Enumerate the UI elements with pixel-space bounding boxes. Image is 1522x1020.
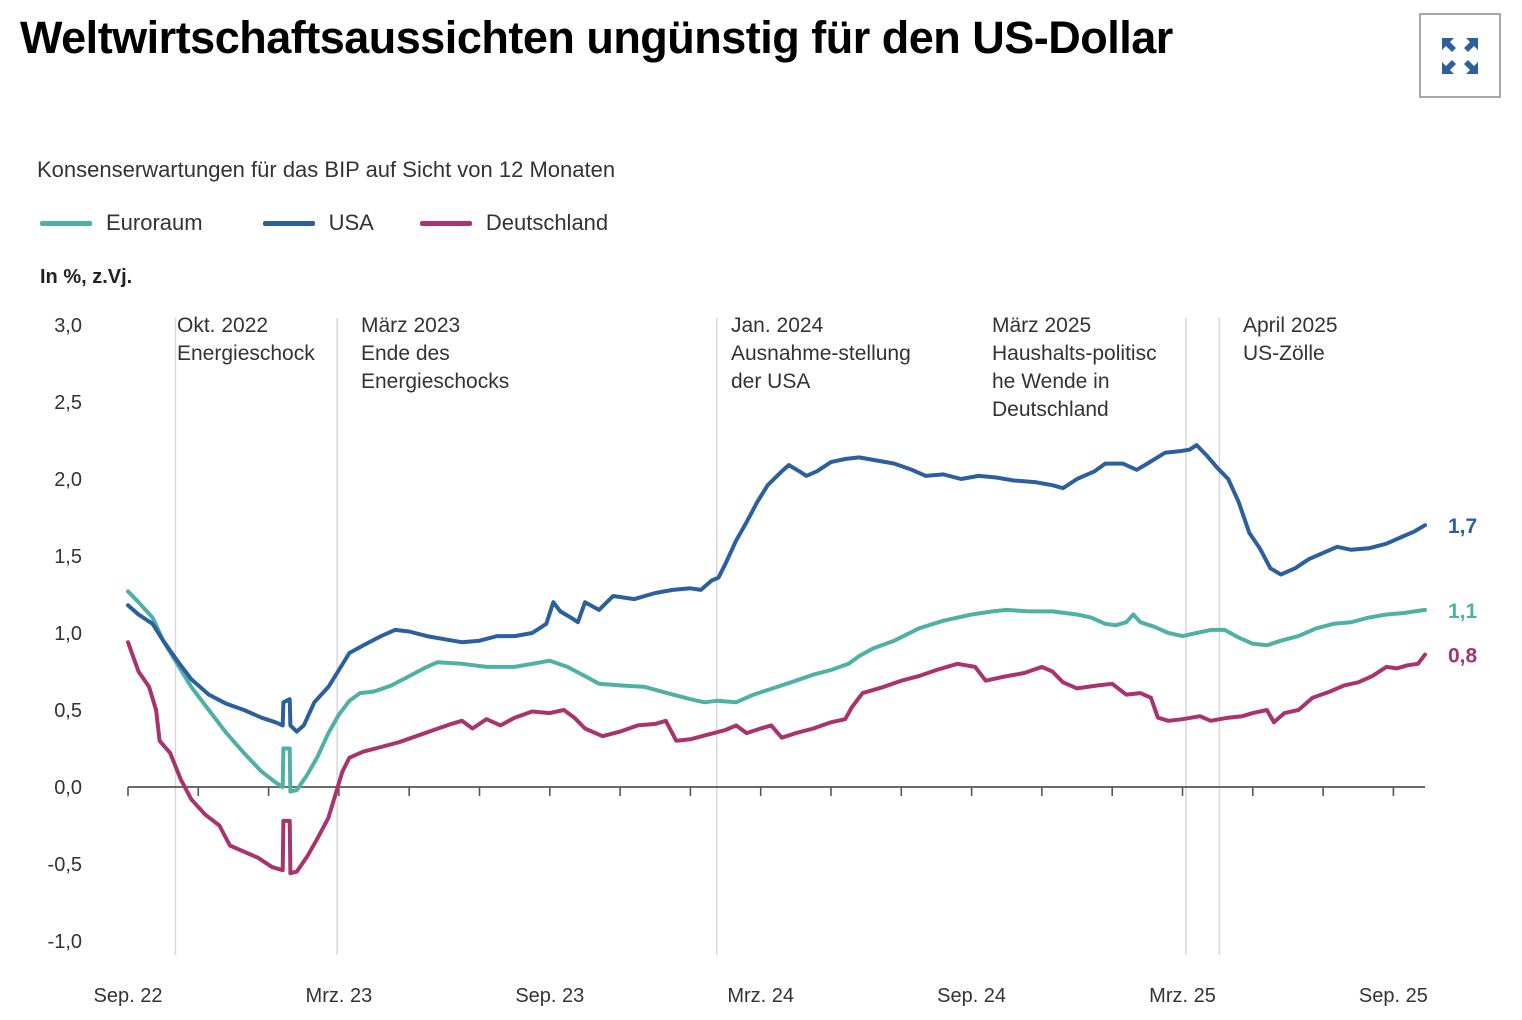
y-axis-tick-labels: 3,0 2,5 2,0 1,5 1,0 0,5 0,0 -0,5 -1,0 xyxy=(48,315,82,953)
y-tick-label: -1,0 xyxy=(48,931,82,953)
annotation-label: Okt. 2022 Energieschock xyxy=(177,314,315,365)
x-tick-label: Mrz. 23 xyxy=(306,985,373,1007)
legend-label-usa: USA xyxy=(328,210,374,235)
annotation-label: März 2023 Ende des Energieschocks xyxy=(361,314,509,393)
series-line-usa xyxy=(126,443,1427,734)
expand-arrows-icon xyxy=(1442,37,1478,74)
end-label-deutschland: 0,8 xyxy=(1448,645,1478,668)
annotation-label-line: Energieschock xyxy=(177,342,315,365)
legend-item-euroraum: Euroraum xyxy=(40,210,203,236)
y-tick-label: 0,5 xyxy=(54,700,82,722)
end-label-euroraum: 1,1 xyxy=(1448,600,1478,623)
x-tick-label: Sep. 22 xyxy=(94,985,163,1007)
series-line-euroraum xyxy=(126,589,1427,794)
annotation-texts: Okt. 2022 Energieschock März 2023 Ende des E… xyxy=(177,314,1338,421)
annotation-label-line: März 2023 xyxy=(361,314,460,337)
annotation-label-line: Jan. 2024 xyxy=(731,314,824,337)
page-title: Weltwirtschaftsaussichten ungünstig für … xyxy=(20,12,1173,63)
expand-button[interactable] xyxy=(1419,13,1501,98)
annotation-label: April 2025 US-Zölle xyxy=(1243,314,1338,365)
legend-swatch-deutschland xyxy=(419,220,472,226)
annotation-label-line: Okt. 2022 xyxy=(177,314,268,337)
annotation-label-line: Deutschland xyxy=(992,398,1109,421)
annotation-label-line: Energieschocks xyxy=(361,370,509,393)
x-tick-label: Sep. 25 xyxy=(1359,985,1428,1007)
legend-swatch-usa xyxy=(262,220,315,226)
annotation-label-line: he Wende in xyxy=(992,370,1110,393)
legend-item-usa: USA xyxy=(262,210,374,236)
x-tick-label: Mrz. 25 xyxy=(1149,985,1216,1007)
end-value-labels: 1,1 1,7 0,8 xyxy=(1448,515,1478,667)
y-tick-label: 1,0 xyxy=(54,623,82,645)
legend-label-deutschland: Deutschland xyxy=(485,210,609,235)
y-tick-label: -0,5 xyxy=(48,854,82,876)
y-tick-label: 2,5 xyxy=(54,392,82,414)
y-axis-unit-label: In %, z.Vj. xyxy=(40,266,133,288)
annotation-label-line: Ende des xyxy=(361,342,450,365)
annotation-label-line: April 2025 xyxy=(1243,314,1338,337)
y-tick-label: 2,0 xyxy=(54,469,82,491)
annotation-label-line: Haushalts-politisc xyxy=(992,342,1157,365)
x-tick-label: Mrz. 24 xyxy=(727,985,794,1007)
annotation-label-line: Ausnahme-stellung xyxy=(731,342,911,365)
end-label-usa: 1,7 xyxy=(1448,515,1477,538)
legend-item-deutschland: Deutschland xyxy=(419,210,609,236)
chart-legend: Euroraum USA Deutschland xyxy=(40,210,668,236)
annotation-label: März 2025 Haushalts-politisc he Wende in De… xyxy=(992,314,1157,421)
x-tick-label: Sep. 23 xyxy=(515,985,584,1007)
annotation-label-line: US-Zölle xyxy=(1243,342,1325,365)
series-line-deutschland xyxy=(126,640,1427,876)
chart-subtitle: Konsenserwartungen für das BIP auf Sicht… xyxy=(37,157,616,182)
y-tick-label: 0,0 xyxy=(54,777,82,799)
legend-swatch-euroraum xyxy=(40,220,92,226)
annotation-label-line: der USA xyxy=(731,370,810,393)
x-axis xyxy=(127,786,1426,796)
x-tick-label: Sep. 24 xyxy=(937,985,1006,1007)
annotation-label-line: März 2025 xyxy=(992,314,1091,337)
y-tick-label: 1,5 xyxy=(54,546,82,568)
legend-label-euroraum: Euroraum xyxy=(106,210,203,235)
series-lines xyxy=(126,443,1427,876)
x-axis-tick-labels: Sep. 22 Mrz. 23 Sep. 23 Mrz. 24 Sep. 24 Mrz. … xyxy=(94,985,1428,1007)
y-tick-label: 3,0 xyxy=(54,315,82,337)
annotation-label: Jan. 2024 Ausnahme-stellung der USA xyxy=(731,314,911,393)
